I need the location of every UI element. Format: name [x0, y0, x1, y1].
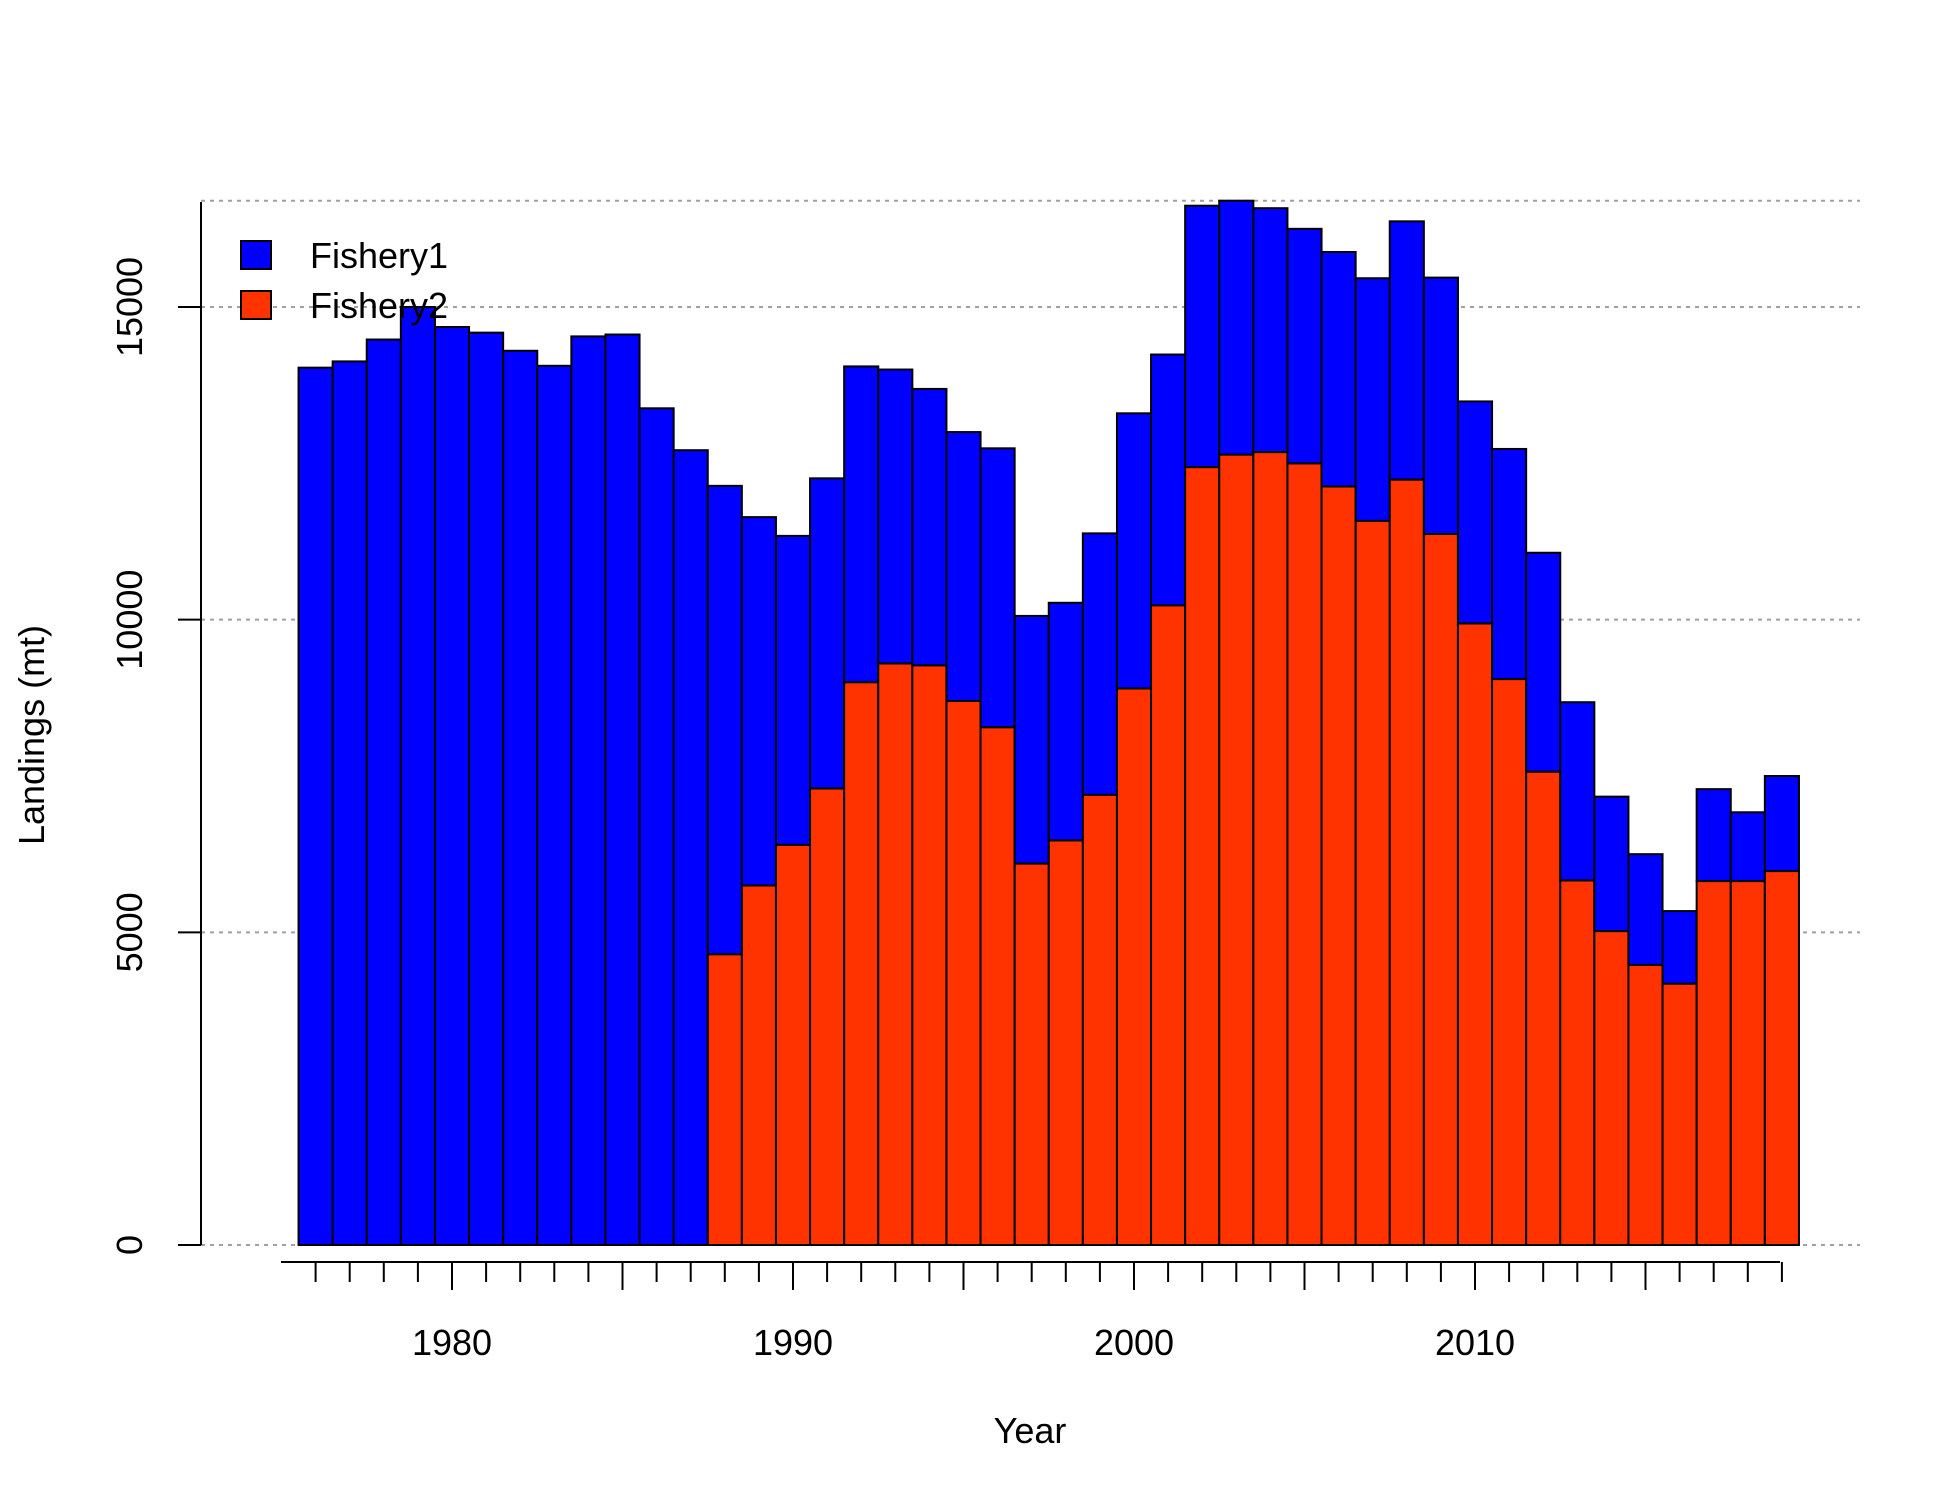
bar-fishery1-1979 [399, 306, 436, 1246]
bar-fishery1-2008 [1388, 220, 1425, 481]
bar-fishery1-2005 [1286, 227, 1323, 465]
bar-fishery2-1996 [979, 726, 1016, 1246]
y-tick-label: 5000 [109, 892, 150, 972]
y-axis-title: Landings (mt) [11, 625, 52, 845]
bar-fishery2-1998 [1047, 839, 1084, 1247]
bar-fishery2-2005 [1286, 462, 1323, 1247]
bar-fishery1-1982 [502, 349, 539, 1247]
bar-fishery1-1986 [638, 407, 675, 1246]
bar-fishery1-1990 [774, 534, 812, 846]
bar-fishery1-1983 [536, 364, 573, 1247]
bar-fishery2-2016 [1661, 982, 1698, 1246]
bar-fishery1-1977 [331, 360, 368, 1246]
bar-fishery1-2002 [1184, 204, 1221, 469]
bar-fishery1-2007 [1354, 277, 1391, 522]
legend-swatch-fishery1 [240, 240, 272, 270]
bar-fishery1-2016 [1661, 910, 1698, 985]
x-axis-title: Year [994, 1410, 1067, 1451]
bar-fishery2-2017 [1695, 880, 1732, 1247]
bar-fishery2-2013 [1559, 879, 1596, 1246]
x-tick-label: 2000 [1094, 1322, 1174, 1363]
bar-fishery1-2019 [1763, 775, 1800, 873]
bar-fishery2-1997 [1013, 862, 1050, 1247]
bar-fishery1-1998 [1047, 601, 1084, 842]
bar-fishery2-2009 [1422, 532, 1459, 1246]
bar-fishery1-1999 [1081, 532, 1118, 796]
bar-fishery1-2001 [1150, 353, 1187, 607]
bar-fishery2-2010 [1456, 622, 1494, 1246]
bar-fishery2-1990 [774, 843, 812, 1247]
bar-fishery1-2012 [1525, 551, 1562, 773]
bar-fishery1-2010 [1456, 400, 1494, 625]
bar-fishery1-2004 [1252, 207, 1289, 454]
bar-fishery2-2004 [1252, 451, 1289, 1246]
bar-fishery2-2007 [1354, 519, 1391, 1246]
legend-swatch-fishery2 [240, 290, 272, 320]
bar-fishery1-2000 [1115, 412, 1153, 690]
bar-fishery2-1989 [740, 884, 777, 1247]
bar-fishery2-2015 [1627, 963, 1664, 1246]
bar-fishery1-1988 [706, 484, 743, 956]
bar-fishery2-2008 [1388, 478, 1425, 1247]
bar-fishery1-1997 [1013, 614, 1050, 865]
bar-fishery1-1980 [433, 326, 471, 1246]
bar-fishery2-2012 [1525, 770, 1562, 1246]
bar-fishery1-1987 [672, 449, 709, 1246]
bar-fishery1-2009 [1422, 276, 1459, 535]
bar-fishery1-2018 [1729, 811, 1766, 883]
y-tick-label: 10000 [109, 570, 150, 670]
x-tick-label: 1980 [412, 1322, 492, 1363]
bar-fishery2-2018 [1729, 880, 1766, 1247]
bar-fishery2-1993 [877, 662, 914, 1246]
bar-fishery2-1992 [843, 681, 880, 1246]
bar-fishery1-2014 [1593, 795, 1630, 933]
bar-fishery2-1999 [1081, 793, 1118, 1246]
bar-fishery1-2015 [1627, 853, 1664, 966]
legend-label-fishery1: Fishery1 [310, 235, 448, 276]
bar-fishery2-2000 [1115, 687, 1153, 1246]
bar-fishery2-1991 [809, 787, 846, 1246]
bar-fishery2-2002 [1184, 466, 1221, 1246]
bar-fishery1-1996 [979, 447, 1016, 729]
bar-fishery1-1991 [809, 477, 846, 790]
bar-fishery1-2003 [1218, 199, 1255, 456]
legend-label-fishery2: Fishery2 [310, 285, 448, 326]
y-tick-label: 0 [109, 1235, 150, 1255]
bar-fishery1-1985 [604, 333, 641, 1247]
bar-fishery1-1995 [945, 431, 982, 702]
bars [297, 199, 1800, 1247]
bar-fishery1-2006 [1320, 250, 1357, 488]
bar-fishery2-1995 [945, 699, 982, 1246]
bar-fishery1-1994 [911, 387, 948, 667]
bar-fishery1-1993 [877, 368, 914, 665]
y-axis: 0 5000 10000 15000 [109, 202, 202, 1255]
legend: Fishery1 Fishery2 [240, 235, 448, 326]
bar-fishery1-1989 [740, 516, 777, 887]
bar-fishery1-2017 [1695, 788, 1732, 883]
bar-fishery2-2003 [1218, 453, 1255, 1246]
bar-fishery1-2011 [1491, 447, 1528, 681]
bar-fishery2-1988 [706, 953, 743, 1246]
x-axis: 1980 1990 2000 2010 [281, 1261, 1783, 1363]
bar-fishery1-1984 [570, 335, 607, 1246]
bar-fishery2-2006 [1320, 485, 1357, 1247]
bar-fishery2-2014 [1593, 930, 1630, 1246]
bar-fishery2-2011 [1491, 678, 1528, 1246]
bar-fishery1-1976 [297, 366, 334, 1246]
x-tick-label: 2010 [1435, 1322, 1515, 1363]
bar-fishery1-1981 [468, 331, 505, 1246]
bar-fishery1-1992 [843, 365, 880, 684]
bar-fishery2-1994 [911, 664, 948, 1246]
bar-fishery2-2001 [1150, 604, 1187, 1246]
x-tick-label: 1990 [753, 1322, 833, 1363]
bar-fishery1-1978 [365, 338, 402, 1246]
bar-fishery1-2013 [1559, 701, 1596, 882]
y-tick-label: 15000 [109, 257, 150, 357]
bar-fishery2-2019 [1763, 870, 1800, 1246]
